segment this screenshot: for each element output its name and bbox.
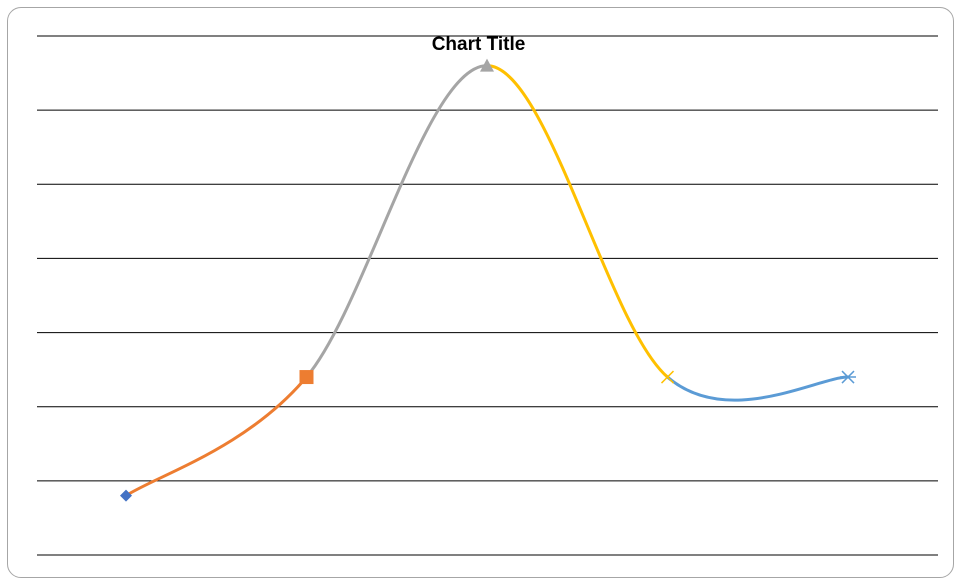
line-segment-3 (485, 64, 669, 379)
line-segment-2 (305, 64, 489, 379)
chart-area (7, 7, 954, 578)
chart-title: Chart Title (431, 34, 526, 55)
line-segment-1 (124, 375, 308, 498)
series-line (124, 64, 850, 498)
data-markers (120, 58, 856, 502)
data-point-5-star-marker (840, 370, 856, 384)
data-point-4-x-marker (660, 370, 675, 384)
line-segment-4 (666, 375, 850, 402)
data-point-2-square-marker (299, 370, 314, 385)
data-point-1-diamond-marker (120, 489, 132, 502)
gridlines (37, 35, 938, 556)
data-point-3-triangle-marker (480, 58, 494, 72)
